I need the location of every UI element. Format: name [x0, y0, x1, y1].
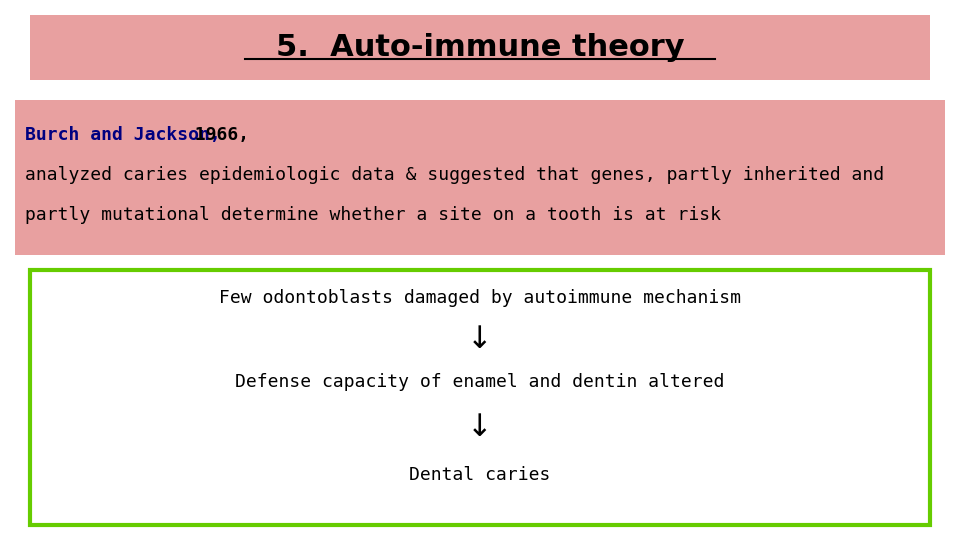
Text: 5.  Auto-immune theory: 5. Auto-immune theory [276, 32, 684, 62]
Text: partly mutational determine whether a site on a tooth is at risk: partly mutational determine whether a si… [25, 206, 721, 224]
Text: Defense capacity of enamel and dentin altered: Defense capacity of enamel and dentin al… [235, 373, 725, 391]
FancyBboxPatch shape [15, 100, 945, 255]
Text: Few odontoblasts damaged by autoimmune mechanism: Few odontoblasts damaged by autoimmune m… [219, 289, 741, 307]
Text: 1966,: 1966, [173, 126, 250, 144]
Text: analyzed caries epidemiologic data & suggested that genes, partly inherited and: analyzed caries epidemiologic data & sug… [25, 166, 884, 184]
FancyBboxPatch shape [30, 270, 930, 525]
FancyBboxPatch shape [30, 15, 930, 80]
Text: Burch and Jackson,: Burch and Jackson, [25, 126, 221, 144]
Text: ↓: ↓ [468, 326, 492, 354]
Text: Dental caries: Dental caries [409, 466, 551, 484]
Text: ↓: ↓ [468, 413, 492, 442]
